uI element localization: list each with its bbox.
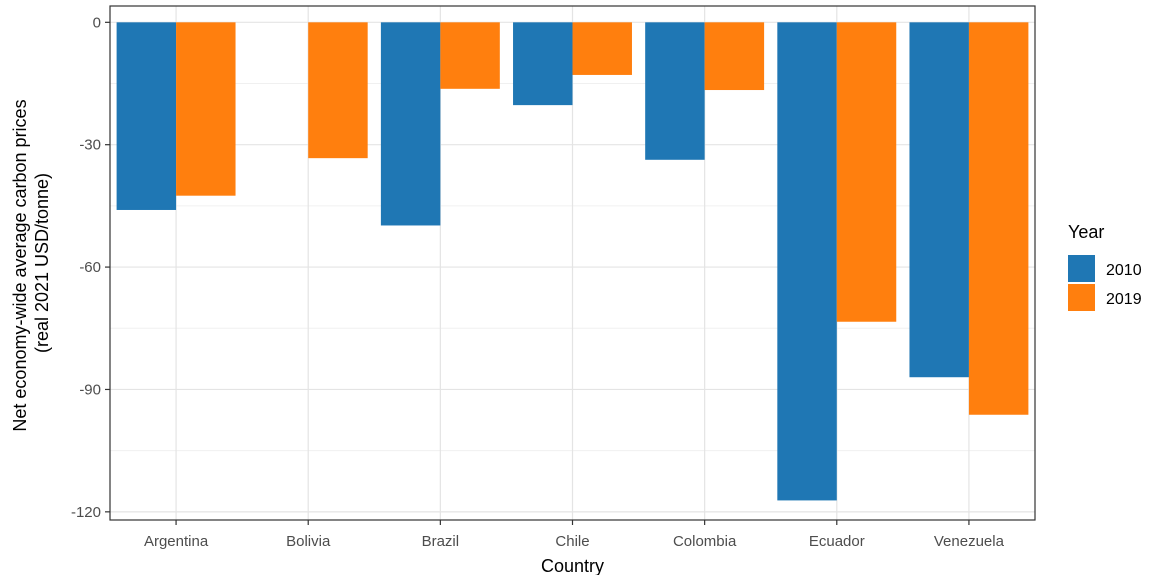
x-tick-label: Argentina xyxy=(144,533,209,550)
y-tick-label: -30 xyxy=(79,137,101,154)
legend: Year 2010 2019 xyxy=(1068,222,1142,311)
legend-key-2019 xyxy=(1068,284,1095,311)
bars xyxy=(116,22,1029,501)
x-tick-label: Bolivia xyxy=(286,533,331,550)
legend-label-2010: 2010 xyxy=(1106,262,1142,279)
bar-2019-colombia xyxy=(704,22,765,91)
bar-2019-bolivia xyxy=(308,22,368,159)
bar-2010-argentina xyxy=(116,22,177,210)
bar-2010-brazil xyxy=(380,22,441,226)
legend-title: Year xyxy=(1068,222,1104,242)
legend-key-2010 xyxy=(1068,255,1095,282)
y-tick-label: -60 xyxy=(79,259,101,276)
x-axis-title: Country xyxy=(541,556,604,575)
y-axis-title-line-1: Net economy-wide average carbon prices xyxy=(10,99,30,431)
x-tick-label: Brazil xyxy=(422,533,460,550)
y-tick-label: -90 xyxy=(79,381,101,398)
y-tick-label: 0 xyxy=(93,14,101,31)
x-tick-label: Ecuador xyxy=(809,533,865,550)
x-tick-label: Chile xyxy=(555,533,589,550)
y-axis-ticks: 0 -30 -60 -90 -120 xyxy=(71,14,110,521)
y-tick-label: -120 xyxy=(71,504,101,521)
legend-label-2019: 2019 xyxy=(1106,291,1142,308)
x-axis-ticks: Argentina Bolivia Brazil Chile Colombia Ecuad… xyxy=(144,520,1005,550)
bar-2010-venezuela xyxy=(909,22,969,378)
bar-2010-ecuador xyxy=(777,22,837,501)
bar-2010-chile xyxy=(513,22,573,106)
bar-2019-venezuela xyxy=(968,22,1029,415)
y-axis-title-line-2: (real 2021 USD/tonne) xyxy=(32,173,52,353)
bar-2019-ecuador xyxy=(836,22,897,322)
y-axis-title: Net economy-wide average carbon prices (… xyxy=(10,94,52,431)
bar-2019-chile xyxy=(572,22,632,75)
bar-2019-brazil xyxy=(440,22,500,89)
bar-2010-colombia xyxy=(645,22,705,160)
bar-2019-argentina xyxy=(176,22,236,196)
x-tick-label: Colombia xyxy=(673,533,737,550)
x-tick-label: Venezuela xyxy=(934,533,1005,550)
